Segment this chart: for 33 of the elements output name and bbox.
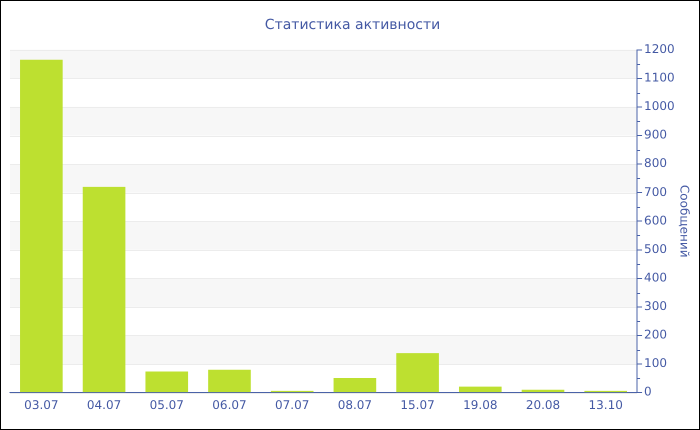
y-tick-label: 100	[644, 356, 667, 370]
y-tick-label: 1200	[644, 42, 675, 56]
y-tick-label: 1100	[644, 70, 675, 84]
x-tick-label: 07.07	[275, 398, 310, 412]
bar	[396, 353, 439, 392]
y-tick-label: 200	[644, 328, 667, 342]
x-tick-label: 19.08	[463, 398, 498, 412]
bar	[82, 186, 126, 392]
x-tick-label: 13.10	[588, 398, 623, 412]
y-tick-label: 500	[644, 242, 667, 256]
bar	[208, 370, 251, 392]
y-tick-label: 900	[644, 128, 667, 142]
y-tick-label: 300	[644, 299, 667, 314]
x-tick-label: 08.07	[338, 398, 372, 412]
y-tick-label: 400	[644, 270, 667, 284]
bar	[145, 371, 188, 392]
bar	[458, 386, 502, 392]
x-tick-label: 05.07	[150, 398, 184, 412]
y-tick-label: 1000	[644, 99, 675, 114]
y-tick-label: 0	[644, 384, 652, 399]
chart-title: Статистика активности	[264, 17, 440, 34]
y-tick-label: 700	[644, 184, 667, 199]
y-axis-title: Сообщений	[678, 184, 692, 258]
x-tick-label: 20.08	[526, 398, 560, 412]
y-tick-label: 800	[644, 156, 667, 170]
bar	[334, 378, 376, 392]
x-tick-label: 03.07	[24, 398, 59, 412]
y-tick-label: 600	[644, 213, 667, 228]
x-tick-label: 15.07	[400, 398, 435, 412]
bar	[20, 60, 63, 392]
x-tick-label: 06.07	[212, 398, 247, 412]
bar	[522, 390, 564, 392]
x-tick-label: 04.07	[86, 398, 122, 412]
